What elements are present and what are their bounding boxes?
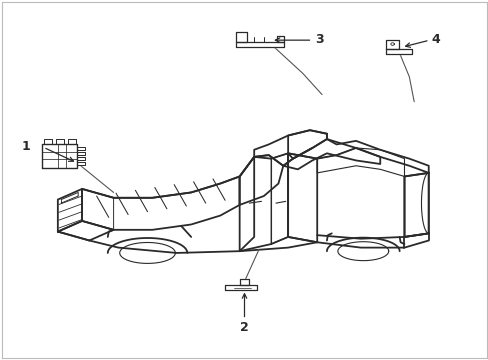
Polygon shape xyxy=(254,130,326,166)
Text: 2: 2 xyxy=(240,321,248,334)
Polygon shape xyxy=(385,49,411,54)
Polygon shape xyxy=(77,147,85,150)
Polygon shape xyxy=(239,155,283,205)
Polygon shape xyxy=(385,40,398,49)
Polygon shape xyxy=(283,139,380,169)
Polygon shape xyxy=(240,279,248,285)
Polygon shape xyxy=(67,139,76,144)
Polygon shape xyxy=(239,157,254,251)
Polygon shape xyxy=(58,221,113,240)
Polygon shape xyxy=(317,148,404,176)
Polygon shape xyxy=(404,173,428,237)
Polygon shape xyxy=(287,153,317,242)
Text: 4: 4 xyxy=(431,33,440,46)
Polygon shape xyxy=(236,42,284,47)
Polygon shape xyxy=(276,36,284,42)
Polygon shape xyxy=(77,162,85,166)
Polygon shape xyxy=(271,153,287,244)
Polygon shape xyxy=(42,144,77,167)
Polygon shape xyxy=(404,173,428,237)
Polygon shape xyxy=(225,285,257,290)
Polygon shape xyxy=(82,176,239,230)
Text: 1: 1 xyxy=(22,140,31,153)
Polygon shape xyxy=(56,139,64,144)
Text: 3: 3 xyxy=(315,33,323,46)
Polygon shape xyxy=(58,189,82,231)
Polygon shape xyxy=(82,189,113,230)
Polygon shape xyxy=(44,139,52,144)
Polygon shape xyxy=(236,32,246,42)
Polygon shape xyxy=(287,130,428,173)
Polygon shape xyxy=(77,152,85,155)
Polygon shape xyxy=(77,157,85,160)
